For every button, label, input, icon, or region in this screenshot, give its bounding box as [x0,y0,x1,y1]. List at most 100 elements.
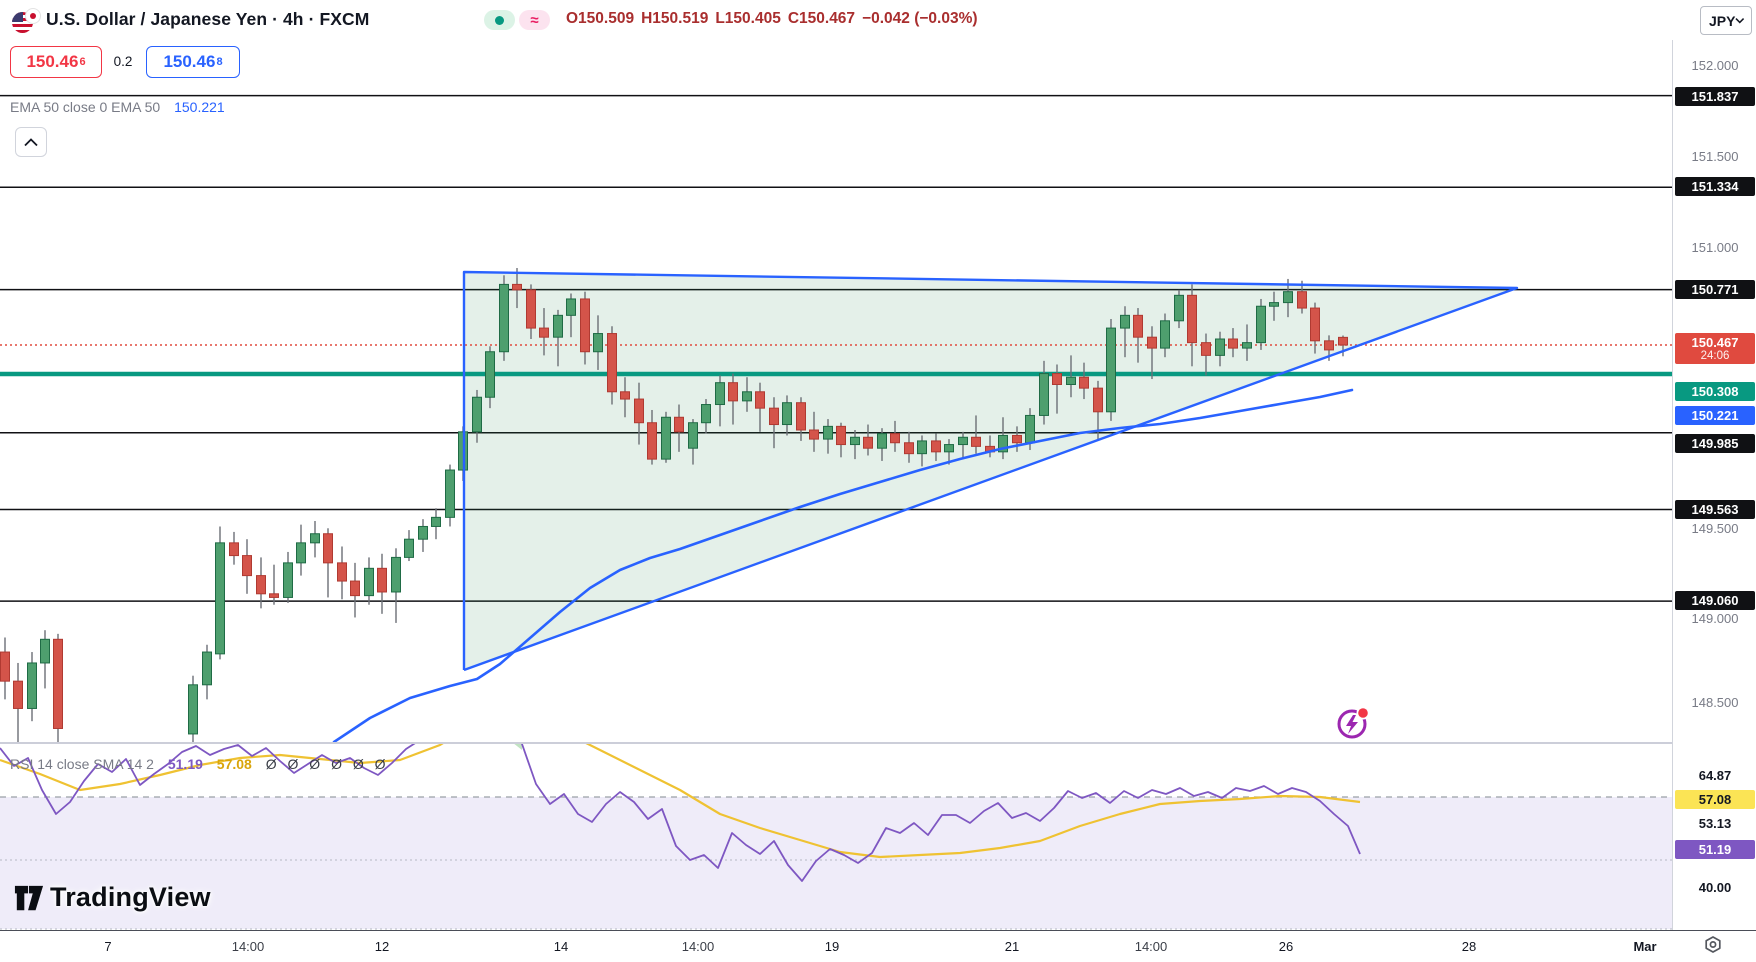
candle [647,422,657,460]
candle [1160,320,1170,349]
lightning-circle-icon [1337,706,1370,739]
time-tick-label: 14:00 [1134,939,1168,954]
candle [1338,336,1348,346]
candle [850,436,860,446]
candle [1228,338,1238,349]
sell-button[interactable]: 150.46 6 [10,46,102,78]
ema-indicator-legend[interactable]: EMA 50 close 0 EMA 50 150.221 [10,99,225,115]
price-tick-label: 151.000 [1691,240,1739,255]
candle [539,327,549,338]
candle [1012,434,1022,444]
candle [364,567,374,597]
ohlc-readout: O150.509 H150.519 L150.405 C150.467 −0.042 (… [566,10,985,28]
time-tick-label: 7 [104,939,112,954]
currency-unit-value: JPY [1709,12,1736,29]
candle [188,684,198,735]
market-status-pill[interactable] [484,10,515,30]
time-tick-label: 19 [824,939,840,954]
rsi-indicator-legend[interactable]: RSI 14 close SMA 14 2 51.19 57.08 Ø Ø Ø … [10,756,386,772]
price-axis[interactable]: 152.000 151.837 151.500 151.334 151.000 150.7… [1672,0,1756,930]
ema-value: 150.221 [174,99,225,115]
candle [283,562,293,598]
japan-flag-icon [25,8,41,24]
time-tick-label: 26 [1278,939,1294,954]
candle [1147,336,1157,349]
candle [1297,291,1307,309]
time-tick-label: 28 [1461,939,1477,954]
candle [1242,342,1252,349]
currency-unit-dropdown[interactable]: JPY [1700,6,1752,35]
price-tick-label: 148.500 [1691,695,1739,710]
candle [404,538,414,558]
candle [917,440,927,455]
candle [431,516,441,527]
candle [1120,314,1130,329]
candle [620,391,630,400]
candle [1079,376,1089,389]
candle [1215,338,1225,356]
time-axis[interactable]: 7 14:00 12 14 14:00 19 21 14:00 26 28 Mar [0,930,1756,962]
countdown-timer: 24:06 [1700,350,1730,362]
candle [310,533,320,544]
candle [1174,294,1184,322]
candle [836,425,846,446]
candle [1039,373,1049,416]
rsi-value: 51.19 [167,756,203,772]
candle [958,436,968,446]
timezone-settings-button[interactable] [1702,935,1724,957]
candle [634,398,644,424]
sell-price: 150.46 [26,52,79,71]
candle [863,436,873,449]
candle [1106,327,1116,413]
tradingview-logo[interactable]: TradingView [14,882,211,913]
candle [769,407,779,426]
candle [1283,291,1293,304]
ohlc-change: −0.042 (−0.03%) [862,10,978,27]
ohlc-open: O150.509 [566,10,635,27]
candle [27,662,37,709]
gear-icon [1705,936,1721,953]
price-tick-label: 152.000 [1691,58,1739,73]
candle [566,298,576,316]
lightning-alert-icon[interactable] [1336,706,1370,740]
candle [1025,414,1035,444]
ohlc-high: H150.519 [641,10,709,27]
candle [674,416,684,433]
rsi-line[interactable] [0,744,1361,882]
candle [13,680,23,709]
price-badge-black: 149.060 [1675,591,1755,610]
price-chart-pane[interactable] [0,40,1672,754]
candle [242,555,252,577]
candle [1201,342,1211,356]
candle [391,556,401,593]
usdjpy-flag-icon[interactable] [12,8,42,34]
price-tick-label: 149.500 [1691,521,1739,536]
candle [485,351,495,398]
price-badge-purple: 51.19 [1675,840,1755,859]
symbol-title[interactable]: U.S. Dollar / Japanese Yen · 4h · FXCM [46,9,370,29]
candle [215,542,225,655]
ema50-line[interactable] [332,388,1354,744]
candle [499,283,509,353]
rsi-indicator-pane[interactable] [0,742,1672,932]
candle [202,651,212,686]
delayed-data-pill[interactable]: ≈ [519,10,550,30]
time-tick-label: 21 [1004,939,1020,954]
buy-button[interactable]: 150.46 8 [146,46,240,78]
rsi-tick-label: 53.13 [1698,816,1732,831]
time-tick-label: 14:00 [231,939,265,954]
rsi-band-fill [0,797,1672,929]
candle [553,314,563,338]
candle [688,422,698,449]
time-tick-label: 14:00 [681,939,715,954]
candle [323,533,333,564]
buy-price-fraction: 8 [216,56,223,68]
chevron-down-icon [1735,18,1745,24]
candle [809,429,819,440]
rsi-sma-line[interactable] [0,744,1361,859]
collapse-legend-button[interactable] [15,127,47,157]
candle [701,404,711,424]
triangle-pattern-outline[interactable] [462,270,1519,672]
candle [823,425,833,440]
candle [53,638,63,729]
